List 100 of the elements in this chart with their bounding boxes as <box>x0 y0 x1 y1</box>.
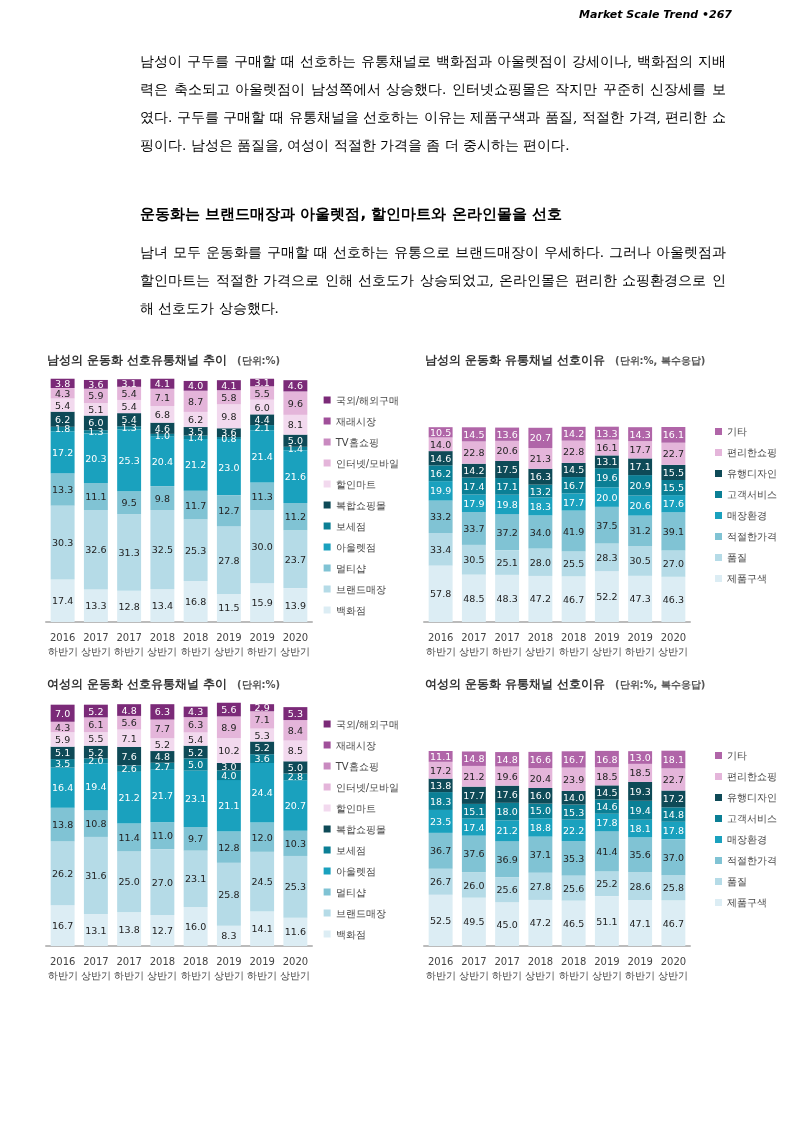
data-label: 21.2 <box>496 825 518 837</box>
data-label: 14.3 <box>629 428 651 440</box>
bar <box>83 836 108 915</box>
data-label: 33.2 <box>430 511 452 523</box>
bar <box>117 771 142 824</box>
data-label: 6.0 <box>254 401 270 413</box>
bar <box>461 574 486 622</box>
data-label: 5.0 <box>287 761 303 773</box>
data-label: 31.3 <box>118 547 140 559</box>
data-label: 19.9 <box>430 485 452 497</box>
data-label: 14.5 <box>563 464 585 476</box>
data-label: 3.8 <box>55 377 71 389</box>
bar <box>183 850 208 907</box>
bar <box>628 900 653 946</box>
legend-label: 품질 <box>727 876 747 887</box>
data-label: 19.6 <box>496 770 518 782</box>
bar <box>283 720 308 741</box>
data-label: 13.0 <box>629 752 651 764</box>
x-tick-label: 2020 상반기 <box>280 631 311 657</box>
data-label: 12.8 <box>218 841 240 853</box>
data-label: 20.6 <box>496 445 518 457</box>
data-label: 34.0 <box>529 526 551 538</box>
legend-label: 멀티샵 <box>335 886 366 898</box>
data-label: 14.5 <box>463 428 485 440</box>
data-label: 17.2 <box>52 446 74 458</box>
bar <box>428 565 453 622</box>
legend-label: 고객서비스 <box>727 489 777 500</box>
data-label: 6.8 <box>154 408 170 420</box>
data-label: 14.1 <box>251 923 273 935</box>
data-label: 9.5 <box>121 497 137 509</box>
data-label: 5.2 <box>88 705 104 717</box>
data-label: 11.1 <box>85 490 107 502</box>
bar <box>250 851 275 912</box>
data-label: 4.1 <box>221 379 237 391</box>
data-label: 18.3 <box>430 795 452 807</box>
x-tick-label: 2016 하반기 <box>425 955 456 981</box>
bar <box>628 575 653 622</box>
data-label: 15.3 <box>563 806 585 818</box>
bar <box>461 835 486 873</box>
data-label: 57.8 <box>430 588 452 600</box>
data-label: 17.2 <box>430 764 452 776</box>
data-label: 17.6 <box>662 498 684 510</box>
bar <box>150 915 175 946</box>
bar <box>50 579 75 622</box>
legend-label: 복합쇼핑몰 <box>335 499 386 511</box>
data-label: 47.3 <box>629 593 651 605</box>
data-label: 15.5 <box>662 482 684 494</box>
data-label: 21.3 <box>529 452 551 464</box>
data-label: 4.1 <box>154 378 170 390</box>
text: 남성이 구두를 구매할 때 선호하는 유통채널로 백화점과 아울렛점이 강세이나, 백화점의 지배력은 축소되고 아울렛점이 남성쪽에서 상승했다. 인터넷쇼핑몰은 작지만 꾸준히 신장세를 보였다. 구두를 구매할 때 유통채널을 선호하는 이유는 제품구색과 품질, 적절한 가격, 편리한 쇼핑이다. 남성은 품질을, 여성이 적절한 가격을 좀 더 중시하는 편이다. <box>140 52 726 155</box>
data-label: 14.2 <box>563 428 585 440</box>
data-label: 17.4 <box>463 480 485 492</box>
data-label: 37.1 <box>529 849 551 861</box>
bar <box>250 482 275 510</box>
bar <box>150 769 175 823</box>
data-label: 13.6 <box>496 428 518 440</box>
data-label: 8.4 <box>287 724 303 736</box>
x-tick-label: 2018 하반기 <box>180 955 211 981</box>
bar <box>283 588 308 622</box>
data-label: 16.7 <box>52 920 74 932</box>
data-label: 31.6 <box>85 869 107 881</box>
data-label: 13.8 <box>430 779 452 791</box>
data-label: 19.8 <box>496 498 518 510</box>
data-label: 23.1 <box>185 793 207 805</box>
data-label: 7.1 <box>254 714 270 726</box>
bar <box>561 576 586 622</box>
bar <box>528 575 553 622</box>
data-label: 26.2 <box>52 867 74 879</box>
data-label: 4.3 <box>55 387 71 399</box>
data-label: 9.8 <box>154 492 170 504</box>
data-label: 13.3 <box>52 483 74 495</box>
bar <box>183 439 208 491</box>
data-label: 22.2 <box>563 824 585 836</box>
data-label: 16.7 <box>563 479 585 491</box>
data-label: 25.6 <box>496 884 518 896</box>
data-label: 7.1 <box>121 732 137 744</box>
data-label: 46.7 <box>563 593 585 605</box>
data-label: 46.3 <box>662 593 684 605</box>
legend-label: 백화점 <box>335 928 366 940</box>
data-label: 33.4 <box>430 543 452 555</box>
data-label: 23.1 <box>185 873 207 885</box>
data-label: 35.6 <box>629 849 651 861</box>
data-label: 5.5 <box>88 733 104 745</box>
bar <box>183 519 208 582</box>
data-label: 4.3 <box>188 706 204 718</box>
data-label: 18.1 <box>662 754 684 766</box>
data-label: 5.5 <box>254 387 270 399</box>
data-label: 13.4 <box>151 600 173 612</box>
bar <box>150 510 175 590</box>
data-label: 5.2 <box>154 739 170 751</box>
bar <box>250 711 275 729</box>
data-label: 8.9 <box>221 721 237 733</box>
data-label: 17.1 <box>629 461 651 473</box>
bar <box>461 897 486 946</box>
bar <box>528 836 553 873</box>
data-label: 17.8 <box>662 824 684 836</box>
legend-label: 재래시장 <box>335 415 376 427</box>
data-label: 5.4 <box>121 401 137 413</box>
legend-label: 할인마트 <box>335 802 376 814</box>
data-label: 16.2 <box>430 467 452 479</box>
